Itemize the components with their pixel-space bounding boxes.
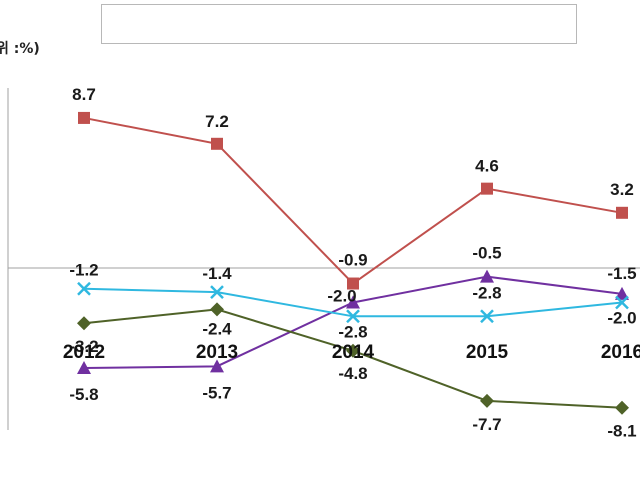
series-4-marker-2015 — [480, 309, 494, 324]
series-4-marker-2012 — [77, 281, 91, 296]
series-1-marker-2015 — [481, 182, 493, 195]
x-tick-2012: 2012 — [63, 342, 105, 363]
x-tick-2015: 2015 — [466, 342, 509, 363]
series-2-marker-2012 — [77, 361, 91, 375]
series-1-marker-2016 — [616, 206, 628, 219]
series-4-label-2015: -2.8 — [472, 283, 501, 302]
series-3-marker-2014 — [346, 343, 360, 358]
series-1-label-2016: 3.2 — [610, 180, 634, 199]
series-layer — [77, 111, 629, 415]
series-4-marker-2014-stroke-b — [346, 309, 360, 324]
legend — [101, 4, 577, 44]
series-1-marker-2014 — [347, 277, 359, 290]
series-2-marker-2015 — [480, 269, 494, 283]
series-4-label-2014: -2.8 — [338, 322, 367, 341]
x-tick-2016: 2016 — [601, 342, 640, 363]
series-1-marker-2012 — [78, 111, 90, 124]
series-3-marker-2012 — [77, 316, 91, 331]
series-3-label-2015: -7.7 — [472, 415, 501, 434]
series-2-label-2015: -0.5 — [472, 244, 501, 263]
series-3-marker-2016 — [615, 400, 629, 415]
series-1-marker-2013 — [211, 137, 223, 150]
series-3-marker-2013 — [210, 302, 224, 317]
series-2-marker-2013 — [210, 359, 224, 373]
x-tick-2013: 2013 — [196, 342, 238, 363]
series-1-label-2014: -0.9 — [338, 251, 367, 270]
series-4-marker-2014 — [346, 309, 360, 324]
series-2-marker-2016 — [615, 286, 629, 300]
unit-label: 위 :%) — [0, 41, 40, 57]
series-3-label-2012: -3.2 — [69, 337, 98, 356]
series-4-marker-2013-stroke-b — [210, 285, 224, 300]
series-4-label-2013: -1.4 — [202, 264, 232, 283]
series-3-label-2016: -8.1 — [607, 422, 636, 441]
series-4-marker-2015-stroke-b — [480, 309, 494, 324]
series-2-label-2016: -1.5 — [607, 264, 636, 283]
x-tick-layer: 2012 2013 2014 2015 2016 — [63, 342, 640, 363]
series-4-marker-2016-stroke-b — [615, 295, 629, 310]
x-tick-2014: 2014 — [332, 342, 375, 363]
series-2-label-2012: -5.8 — [69, 385, 98, 404]
series-3-label-2014: -4.8 — [338, 364, 367, 383]
series-3-label-2013: -2.4 — [202, 319, 232, 338]
series-2-marker-2014 — [346, 295, 360, 309]
series-1-label-2012: 8.7 — [72, 85, 96, 104]
series-4-marker-2016 — [615, 295, 629, 310]
series-1-label-2013: 7.2 — [205, 112, 229, 131]
series-3-marker-2015 — [480, 393, 494, 408]
series-4-label-2016: -2.0 — [607, 309, 636, 328]
series-1-label-2015: 4.6 — [475, 157, 499, 176]
series-4-marker-2013 — [210, 285, 224, 300]
series-2-label-2014: -2.0 — [327, 287, 356, 306]
series-4-label-2012: -1.2 — [69, 261, 98, 280]
data-label-layer: 8.7 7.2 -0.9 4.6 3.2 -5.8 -5.7 -2.0 -0.5 -1.5 -3.2… — [69, 85, 636, 441]
series-4-marker-2012-stroke-b — [77, 281, 91, 296]
series-2-label-2013: -5.7 — [202, 383, 231, 402]
